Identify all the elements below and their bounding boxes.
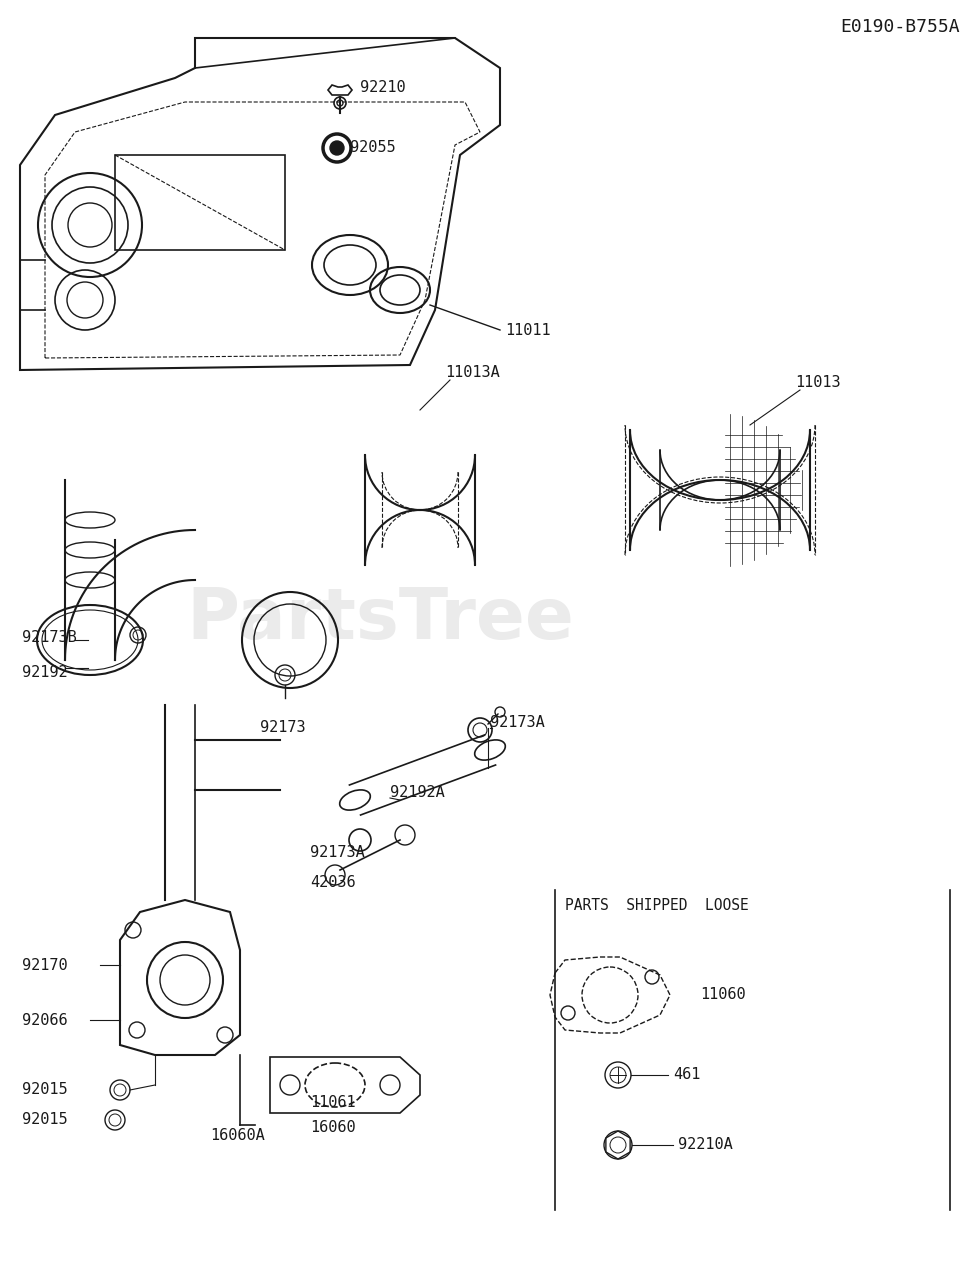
Text: 11013A: 11013A [445,365,500,380]
Text: 16060A: 16060A [210,1128,265,1143]
Text: 92055: 92055 [350,140,396,155]
Text: 92173A: 92173A [490,716,545,730]
Text: 92066: 92066 [22,1012,67,1028]
Text: 92210A: 92210A [678,1137,733,1152]
Text: 11060: 11060 [700,987,745,1002]
Text: 42036: 42036 [310,876,356,890]
Text: 92173B: 92173B [22,630,77,645]
Text: 11061: 11061 [310,1094,356,1110]
Text: PARTS  SHIPPED  LOOSE: PARTS SHIPPED LOOSE [565,899,748,913]
Text: 92173: 92173 [260,719,306,735]
Polygon shape [20,38,500,370]
Polygon shape [120,900,240,1055]
Text: 92173A: 92173A [310,845,364,860]
Text: 11011: 11011 [505,323,551,338]
Text: 92192A: 92192A [390,785,445,800]
Text: 92015: 92015 [22,1112,67,1126]
Polygon shape [270,1057,420,1114]
Text: 92015: 92015 [22,1082,67,1097]
Text: 92170: 92170 [22,957,67,973]
Text: 16060: 16060 [310,1120,356,1135]
Text: PartsTree: PartsTree [186,585,573,654]
Text: 11013: 11013 [795,375,840,390]
Text: 461: 461 [673,1068,701,1082]
Text: 92210: 92210 [360,79,405,95]
Circle shape [330,141,344,155]
Text: E0190-B755A: E0190-B755A [840,18,960,36]
Text: 92192: 92192 [22,666,67,680]
